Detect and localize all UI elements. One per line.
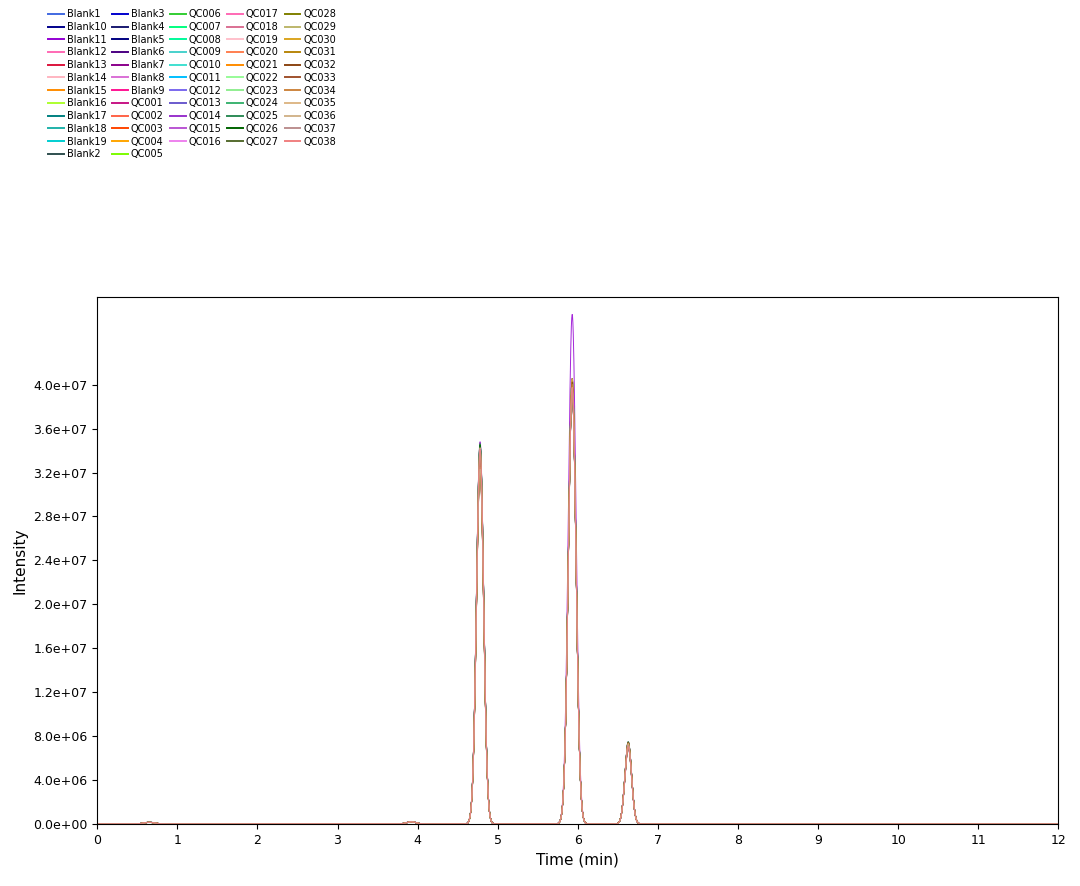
Y-axis label: Intensity: Intensity xyxy=(13,527,28,594)
X-axis label: Time (min): Time (min) xyxy=(537,852,619,867)
Legend: Blank1, Blank10, Blank11, Blank12, Blank13, Blank14, Blank15, Blank16, Blank17, : Blank1, Blank10, Blank11, Blank12, Blank… xyxy=(49,9,336,159)
